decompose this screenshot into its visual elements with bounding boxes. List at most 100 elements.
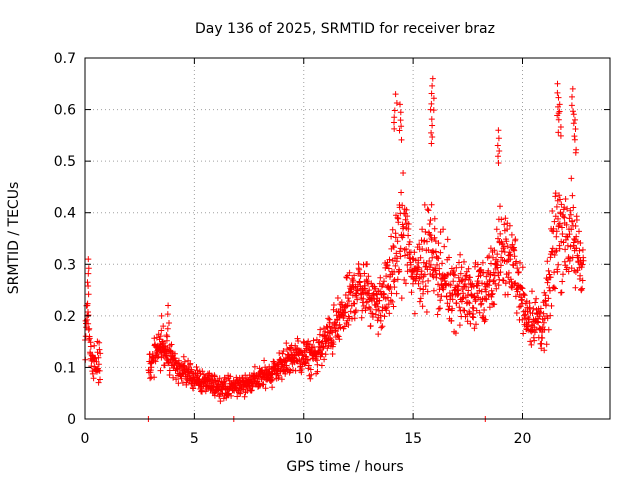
data-point xyxy=(566,231,573,238)
data-point xyxy=(330,302,337,308)
data-point xyxy=(391,284,398,291)
data-point xyxy=(402,216,409,223)
data-point xyxy=(533,295,540,302)
data-point xyxy=(411,249,418,256)
data-point xyxy=(513,258,520,265)
data-point xyxy=(447,282,454,289)
data-point xyxy=(418,268,425,275)
data-point xyxy=(280,348,287,354)
data-point xyxy=(334,295,341,301)
data-point xyxy=(391,277,398,283)
data-point xyxy=(469,313,476,320)
data-point xyxy=(356,266,363,273)
data-point xyxy=(89,370,96,377)
data-point xyxy=(91,342,98,349)
data-point xyxy=(353,307,359,314)
data-point xyxy=(424,238,430,245)
data-point xyxy=(326,323,333,330)
data-point xyxy=(425,247,432,253)
data-point xyxy=(508,231,515,238)
data-point xyxy=(553,247,560,254)
data-point xyxy=(390,303,397,310)
data-point xyxy=(402,252,408,259)
data-point xyxy=(367,322,374,329)
data-point-peak xyxy=(428,140,435,147)
data-point xyxy=(268,377,275,384)
data-point xyxy=(400,170,407,176)
data-point xyxy=(493,285,500,292)
data-point xyxy=(322,351,329,358)
data-point xyxy=(181,358,188,365)
data-point xyxy=(351,272,358,279)
data-point-peak xyxy=(398,136,405,143)
data-point xyxy=(557,196,563,203)
data-point-peak xyxy=(429,122,436,129)
data-point xyxy=(404,213,411,220)
data-point xyxy=(543,301,550,308)
data-point xyxy=(234,393,241,400)
data-point xyxy=(405,221,412,227)
plot-frame xyxy=(84,57,611,420)
data-point xyxy=(392,262,399,269)
data-point xyxy=(421,201,428,208)
data-point-peak xyxy=(160,323,167,330)
data-point xyxy=(283,365,289,372)
data-point xyxy=(406,238,413,245)
data-point xyxy=(356,278,363,285)
data-point xyxy=(437,297,444,304)
data-point-peak xyxy=(571,136,578,143)
data-point xyxy=(458,264,465,271)
data-point xyxy=(166,367,173,374)
data-point xyxy=(545,295,552,302)
data-point xyxy=(531,337,538,344)
data-point xyxy=(417,254,424,261)
data-point xyxy=(408,289,415,296)
data-point xyxy=(449,305,456,312)
data-point xyxy=(411,310,418,317)
data-point xyxy=(389,226,396,233)
data-point xyxy=(579,261,586,268)
data-point-peak xyxy=(555,94,562,101)
data-point xyxy=(467,274,473,281)
data-point xyxy=(435,305,442,312)
data-point xyxy=(385,265,392,272)
data-point xyxy=(478,300,485,307)
data-point xyxy=(178,375,185,382)
data-point xyxy=(383,304,390,311)
data-point xyxy=(487,272,494,278)
data-point xyxy=(374,317,381,324)
data-point xyxy=(330,341,337,348)
data-point xyxy=(502,215,509,222)
data-point xyxy=(530,305,537,312)
data-point xyxy=(503,238,510,245)
data-point xyxy=(444,300,451,307)
data-point xyxy=(519,285,526,292)
data-point xyxy=(439,260,446,267)
data-point xyxy=(579,277,586,284)
data-point xyxy=(552,285,558,292)
data-point xyxy=(377,312,384,319)
data-point xyxy=(517,259,523,266)
data-point xyxy=(572,223,579,229)
data-point xyxy=(326,336,332,343)
data-point xyxy=(476,309,483,316)
data-point xyxy=(514,265,521,272)
data-point xyxy=(504,291,511,298)
data-point xyxy=(535,319,542,326)
data-point xyxy=(561,214,568,221)
data-point-peak xyxy=(429,75,436,82)
data-point xyxy=(434,291,441,298)
data-point-peak xyxy=(160,345,166,352)
data-point xyxy=(509,284,515,291)
data-point xyxy=(85,320,92,327)
data-point xyxy=(97,350,104,357)
data-point xyxy=(334,332,341,339)
data-point xyxy=(409,255,416,262)
data-point xyxy=(434,261,440,268)
axis-ticks: 0 0.1 0.2 0.3 0.4 0.5 0.6 0.7 0 5 10 15 20 xyxy=(54,51,610,447)
data-point xyxy=(386,256,393,263)
data-point xyxy=(423,309,430,315)
data-point xyxy=(405,232,412,239)
data-point xyxy=(419,246,426,252)
data-point xyxy=(394,238,401,245)
